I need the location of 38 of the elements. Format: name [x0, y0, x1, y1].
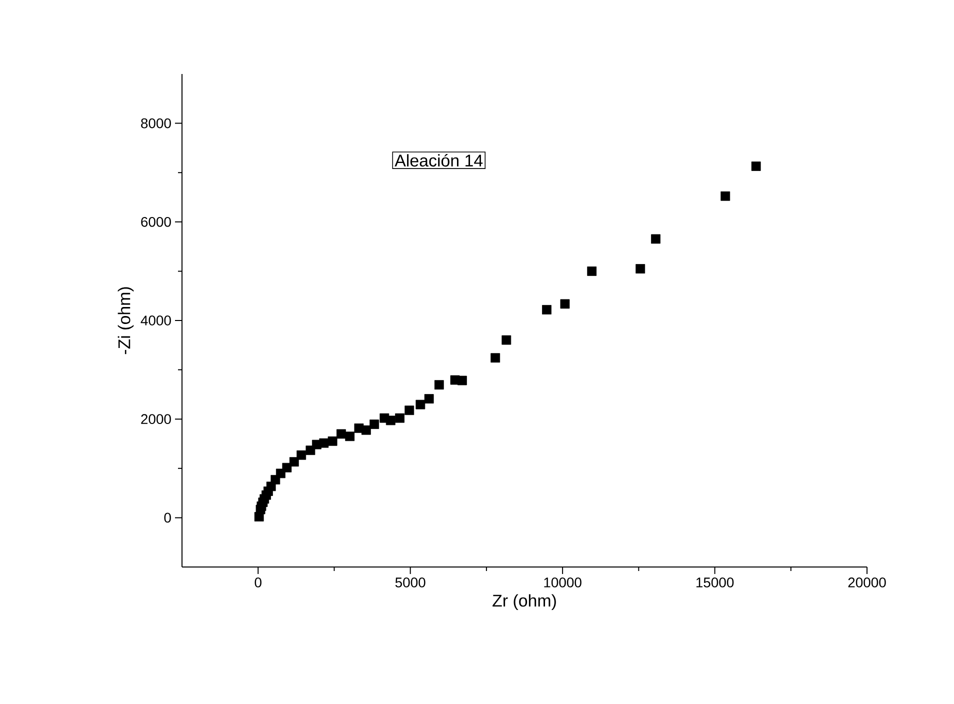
x-tick-label: 20000 [848, 578, 886, 588]
point [319, 438, 329, 448]
point [404, 406, 414, 416]
x-tick-label: 15000 [696, 578, 734, 588]
point [370, 420, 380, 429]
point [636, 264, 646, 274]
point [282, 462, 292, 472]
point [560, 299, 570, 309]
y-tick-label: 6000 [141, 216, 171, 227]
point [296, 450, 306, 460]
x-axis-title: Zr (ohm) [492, 594, 556, 610]
x-tick-label: 0 [254, 578, 262, 588]
y-tick-label: 4000 [140, 316, 171, 326]
x-tick-label: 5000 [395, 578, 426, 588]
point [289, 457, 299, 467]
point [361, 425, 371, 435]
point [345, 432, 355, 442]
point [424, 394, 434, 404]
point [542, 305, 552, 314]
y-axis-title: -Zi (ohm) [118, 287, 134, 354]
point [328, 436, 338, 446]
point [502, 335, 512, 345]
annotation: Aleación 14 [394, 154, 483, 167]
point [720, 191, 730, 201]
point [416, 400, 426, 410]
y-tick-label: 2000 [141, 414, 171, 424]
y-tick-label: 0 [164, 512, 171, 523]
point [457, 376, 467, 386]
point [751, 162, 761, 171]
point [386, 416, 396, 426]
point [395, 413, 404, 423]
point [490, 353, 500, 363]
x-tick-label: 10000 [544, 578, 582, 588]
point [587, 266, 597, 276]
point [434, 380, 444, 390]
y-tick-label: 8000 [141, 118, 171, 128]
point [336, 429, 346, 439]
point [651, 234, 660, 244]
